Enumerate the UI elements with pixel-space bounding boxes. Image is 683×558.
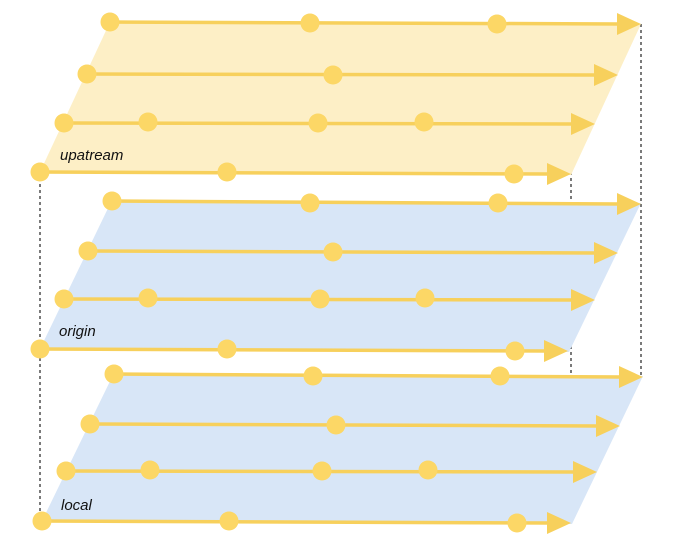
commit-dot <box>414 112 434 132</box>
commit-dot <box>310 289 330 309</box>
commit-dot <box>300 13 320 33</box>
commit-dot <box>104 364 124 384</box>
commit-dot <box>77 64 97 84</box>
branch-line <box>111 199 621 206</box>
branch-line <box>109 20 621 26</box>
commit-dot <box>487 14 507 34</box>
branch-arrowhead <box>547 512 571 534</box>
branch-line <box>113 372 623 379</box>
branch-line <box>41 519 551 525</box>
commit-dot <box>138 112 158 132</box>
plane-local: local <box>32 364 643 534</box>
branch-arrowhead <box>617 193 641 215</box>
branch-arrowhead <box>544 340 568 362</box>
branch-arrowhead <box>594 64 618 86</box>
branch-arrowhead <box>617 13 641 35</box>
branch-arrowhead <box>619 366 643 388</box>
plane-upstream: upatream <box>30 12 641 185</box>
branch-arrowhead <box>571 113 595 135</box>
commit-dot <box>32 511 52 531</box>
plane-origin: origin <box>30 191 641 362</box>
commit-dot <box>418 460 438 480</box>
commit-dot <box>56 461 76 481</box>
commit-dot <box>102 191 122 211</box>
commit-dot <box>303 366 323 386</box>
branch-line <box>39 170 551 176</box>
commit-dot <box>30 162 50 182</box>
branch-arrowhead <box>596 415 620 437</box>
commit-dot <box>219 511 239 531</box>
commit-dot <box>488 193 508 213</box>
commit-dot <box>323 65 343 85</box>
commit-dot <box>507 513 527 533</box>
origin-commits <box>30 191 525 361</box>
upstream-label: upatream <box>60 147 123 164</box>
commit-dot <box>300 193 320 213</box>
origin-plane-surface <box>40 200 641 352</box>
commit-dot <box>140 460 160 480</box>
commit-dot <box>138 288 158 308</box>
commit-dot <box>326 415 346 435</box>
upstream-plane-surface <box>40 22 641 175</box>
branch-arrowhead <box>573 461 597 483</box>
commit-dot <box>217 162 237 182</box>
commit-dot <box>490 366 510 386</box>
local-commits <box>32 364 527 533</box>
local-plane-surface <box>42 373 643 524</box>
branch-line <box>39 347 548 353</box>
commit-dot <box>308 113 328 133</box>
commit-dot <box>312 461 332 481</box>
commit-dot <box>30 339 50 359</box>
commit-dot <box>504 164 524 184</box>
commit-dot <box>415 288 435 308</box>
commit-dot <box>505 341 525 361</box>
commit-dot <box>54 289 74 309</box>
local-label: local <box>61 497 93 514</box>
commit-dot <box>54 113 74 133</box>
upstream-commits <box>30 12 524 184</box>
commit-dot <box>323 242 343 262</box>
commit-dot <box>217 339 237 359</box>
branch-arrowhead <box>547 163 571 185</box>
origin-label: origin <box>59 323 96 340</box>
branch-arrowhead <box>594 242 618 264</box>
commit-dot <box>78 241 98 261</box>
branch-arrowhead <box>571 289 595 311</box>
commit-dot <box>100 12 120 32</box>
commit-dot <box>80 414 100 434</box>
